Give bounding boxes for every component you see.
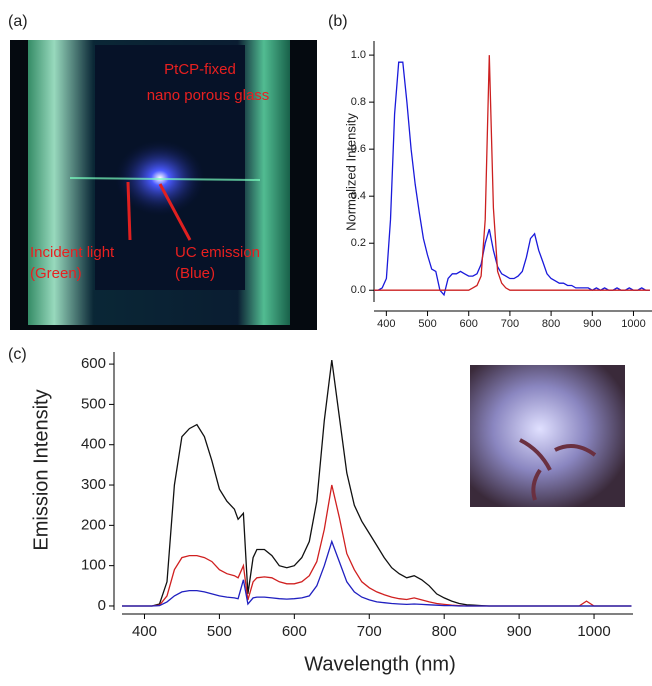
x-axis-title: Wavelength (nm) <box>304 653 456 675</box>
inset-photo <box>470 365 625 507</box>
y-tick-label: 500 <box>81 395 106 412</box>
spectrum-line <box>374 61 650 297</box>
y-tick-label: 200 <box>81 516 106 533</box>
photo <box>10 40 317 330</box>
panel-label: (c) <box>8 346 27 363</box>
x-tick-label: 600 <box>460 318 478 330</box>
x-tick-label: 500 <box>207 623 232 640</box>
panel-label: (a) <box>8 13 28 30</box>
x-tick-label: 400 <box>377 318 395 330</box>
y-tick-label: 0.4 <box>351 190 366 202</box>
y-tick-label: 0.2 <box>351 237 366 249</box>
y-axis-title: Emission Intensity <box>30 389 52 550</box>
x-tick-label: 700 <box>501 318 519 330</box>
annotation: (Green) <box>30 265 82 282</box>
panel-label: (b) <box>328 13 348 30</box>
annotation: UC emission <box>175 244 260 261</box>
spectrum-line <box>374 55 650 291</box>
x-tick-label: 800 <box>542 318 560 330</box>
y-tick-label: 400 <box>81 436 106 453</box>
y-tick-label: 0.0 <box>351 284 366 296</box>
x-tick-label: 1000 <box>577 623 610 640</box>
y-tick-label: 1.0 <box>351 49 366 61</box>
y-tick-label: 600 <box>81 355 106 372</box>
x-tick-label: 900 <box>583 318 601 330</box>
y-tick-label: 100 <box>81 557 106 574</box>
y-tick-label: 0 <box>98 597 106 614</box>
y-tick-label: 0.6 <box>351 143 366 155</box>
y-axis-title: Normalized Intensity <box>343 113 358 231</box>
y-tick-label: 0.8 <box>351 96 366 108</box>
annotation: Incident light <box>30 244 115 261</box>
x-tick-label: 600 <box>282 623 307 640</box>
x-tick-label: 800 <box>432 623 457 640</box>
x-tick-label: 700 <box>357 623 382 640</box>
annotation: PtCP-fixed <box>164 61 236 78</box>
x-tick-label: 900 <box>507 623 532 640</box>
spectrum-line <box>122 539 632 607</box>
y-tick-label: 300 <box>81 476 106 493</box>
x-tick-label: 500 <box>418 318 436 330</box>
x-tick-label: 400 <box>132 623 157 640</box>
annotation: nano porous glass <box>147 87 270 104</box>
x-tick-label: 1000 <box>621 318 645 330</box>
annotation: (Blue) <box>175 265 215 282</box>
